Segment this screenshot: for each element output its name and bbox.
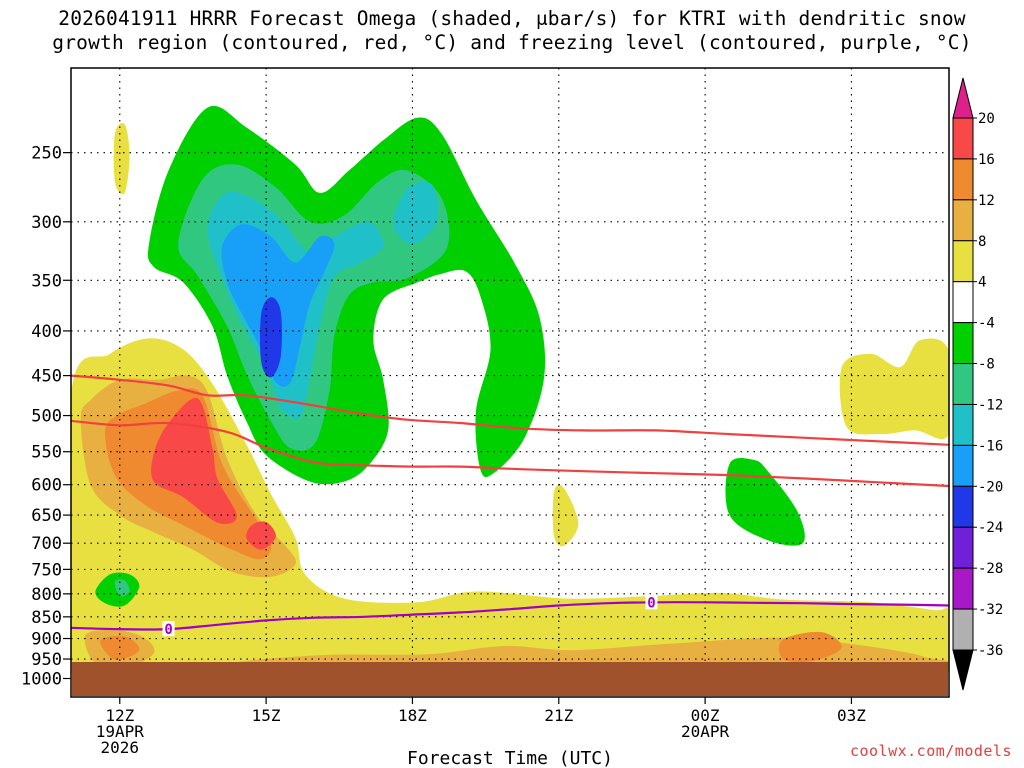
colorbar-label: -20	[978, 479, 1003, 495]
x-tick-label: 12Z	[105, 706, 134, 725]
x-tick-label: 03Z	[837, 706, 866, 725]
freezing-level-label: 0	[164, 622, 172, 638]
y-tick-label: 900	[31, 630, 62, 650]
terrain-fill	[72, 662, 948, 696]
colorbar-label: -36	[978, 643, 1003, 659]
colorbar-label: -28	[978, 561, 1003, 577]
colorbar-band	[952, 403, 974, 446]
x-tick-label: 00Z	[691, 706, 720, 725]
colorbar-band	[952, 240, 974, 283]
omega-region-18	[392, 181, 439, 244]
colorbar-under-arrow	[952, 649, 974, 691]
colorbar-label: -24	[978, 520, 1003, 536]
colorbar-band	[952, 322, 974, 365]
dgz-line-lower	[71, 419, 949, 488]
plot-frame	[70, 67, 950, 698]
colorbar-label: 4	[978, 275, 986, 291]
colorbar-band	[952, 363, 974, 405]
y-tick-label: 300	[31, 213, 62, 233]
x-tick-label: 21Z	[544, 706, 573, 725]
x-axis-label: Forecast Time (UTC)	[407, 748, 613, 768]
omega-region-0	[71, 338, 949, 696]
y-tick-label: 1000	[21, 669, 62, 689]
y-tick-label: 550	[31, 443, 62, 463]
colorbar-band	[952, 485, 974, 528]
y-tick-label: 800	[31, 585, 62, 605]
colorbar-band	[952, 117, 974, 160]
y-tick-label: 500	[31, 407, 62, 427]
colorbar-band	[952, 158, 974, 201]
grid	[71, 68, 949, 697]
colorbar-band	[952, 281, 974, 324]
y-tick-label: 600	[31, 476, 62, 496]
colorbar-band	[952, 199, 974, 242]
colorbar-label: -16	[978, 438, 1003, 454]
freezing-level-label: 0	[647, 595, 655, 611]
y-tick-label: 750	[31, 560, 62, 580]
colorbar-over-arrow	[952, 77, 974, 119]
y-tick-label: 700	[31, 534, 62, 554]
colorbar-label: -32	[978, 602, 1003, 618]
colorbar-label: 20	[978, 111, 995, 127]
y-tick-label: 400	[31, 322, 62, 342]
freezing-level-line	[71, 601, 949, 631]
omega-region-20	[260, 297, 282, 378]
omega-region-14	[725, 457, 805, 546]
freezing-label-bg-0	[162, 621, 175, 637]
colorbar: 20 16 12 8 4 -4 -8 -12 -16 -20 -24 -28 -32 -36	[952, 77, 1003, 691]
omega-region-11	[246, 521, 276, 550]
contour-lines	[71, 374, 949, 631]
colorbar-label: -4	[978, 316, 995, 332]
x-tick-sublabel: 2026	[101, 738, 140, 757]
colorbar-band	[952, 444, 974, 487]
omega-region-9	[778, 631, 842, 663]
x-tick-label: 18Z	[398, 706, 427, 725]
x-tick-sublabel: 20APR	[681, 722, 730, 741]
colorbar-band	[952, 526, 974, 569]
y-tick-label: 650	[31, 506, 62, 526]
y-tick-label: 850	[31, 608, 62, 628]
colorbar-band	[952, 567, 974, 610]
freezing-label-bg-1	[645, 594, 658, 610]
y-tick-label: 250	[31, 144, 62, 164]
y-tick-label: 350	[31, 271, 62, 291]
dgz-line-upper	[71, 374, 949, 446]
omega-shading	[71, 105, 949, 696]
chart-title-line1: 2026041911 HRRR Forecast Omega (shaded, …	[58, 7, 966, 30]
x-tick-label: 15Z	[252, 706, 281, 725]
colorbar-label: -8	[978, 357, 995, 373]
chart-title-line2: growth region (contoured, red, °C) and f…	[52, 31, 972, 54]
y-tick-label: 950	[31, 650, 62, 670]
omega-region-10	[151, 397, 237, 525]
y-tick-label: 450	[31, 367, 62, 387]
colorbar-label: -12	[978, 397, 1003, 413]
colorbar-band	[952, 608, 974, 651]
colorbar-label: 12	[978, 193, 995, 209]
y-axis: 2503003504004505005506006507007508008509…	[21, 144, 71, 689]
x-tick-sublabel: 19APR	[96, 722, 145, 741]
omega-region-3	[839, 338, 949, 440]
omega-region-16	[114, 579, 130, 597]
contour-labels: 00	[162, 594, 658, 638]
omega-region-1	[113, 122, 130, 195]
watermark[interactable]: coolwx.com/models	[849, 742, 1012, 760]
colorbar-label: 8	[978, 234, 986, 250]
colorbar-label: 16	[978, 152, 995, 168]
